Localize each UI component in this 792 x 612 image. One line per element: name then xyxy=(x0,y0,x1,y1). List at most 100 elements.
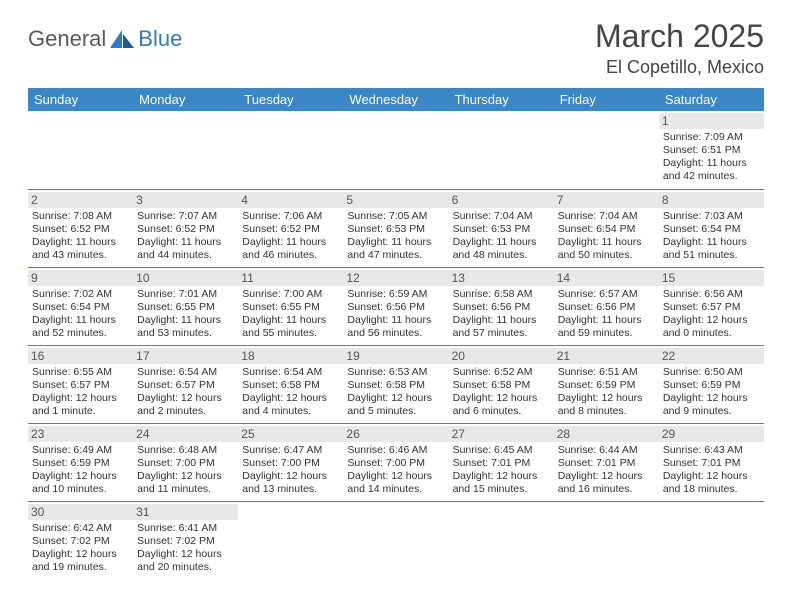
day-detail: Sunrise: 6:50 AMSunset: 6:59 PMDaylight:… xyxy=(663,366,760,419)
day-number: 22 xyxy=(659,348,764,364)
calendar-cell: 13 Sunrise: 6:58 AMSunset: 6:56 PMDayligh… xyxy=(449,267,554,345)
day-detail: Sunrise: 6:55 AMSunset: 6:57 PMDaylight:… xyxy=(32,366,129,419)
day-number: 17 xyxy=(133,348,238,364)
weekday-header: Thursday xyxy=(449,88,554,111)
day-number: 28 xyxy=(554,426,659,442)
calendar-cell: 3 Sunrise: 7:07 AMSunset: 6:52 PMDaylight… xyxy=(133,189,238,267)
calendar-cell: 4Sunrise: 7:06 AMSunset: 6:52 PMDaylight… xyxy=(238,189,343,267)
day-number: 26 xyxy=(343,426,448,442)
calendar-cell xyxy=(133,111,238,189)
calendar-cell: 27 Sunrise: 6:45 AMSunset: 7:01 PMDayligh… xyxy=(449,423,554,501)
day-detail: Sunrise: 6:49 AMSunset: 6:59 PMDaylight:… xyxy=(32,444,129,497)
day-detail: Sunrise: 7:09 AMSunset: 6:51 PMDaylight:… xyxy=(663,131,760,184)
calendar-cell: 25 Sunrise: 6:47 AMSunset: 7:00 PMDayligh… xyxy=(238,423,343,501)
calendar-cell: 23 Sunrise: 6:49 AMSunset: 6:59 PMDayligh… xyxy=(28,423,133,501)
calendar-cell: 7 Sunrise: 7:04 AMSunset: 6:54 PMDaylight… xyxy=(554,189,659,267)
header: General Blue March 2025 El Copetillo, Me… xyxy=(28,18,764,78)
day-number: 15 xyxy=(659,270,764,286)
calendar-cell xyxy=(238,111,343,189)
calendar-cell: 18Sunrise: 6:54 AMSunset: 6:58 PMDayligh… xyxy=(238,345,343,423)
logo-text-general: General xyxy=(28,26,106,52)
calendar-cell xyxy=(238,501,343,579)
day-number: 20 xyxy=(449,348,554,364)
calendar-cell xyxy=(659,501,764,579)
day-detail: Sunrise: 6:52 AMSunset: 6:58 PMDaylight:… xyxy=(453,366,550,419)
day-detail: Sunrise: 7:03 AMSunset: 6:54 PMDaylight:… xyxy=(663,210,760,263)
day-detail: Sunrise: 6:58 AMSunset: 6:56 PMDaylight:… xyxy=(453,288,550,341)
day-number: 23 xyxy=(28,426,133,442)
calendar-cell xyxy=(449,111,554,189)
weekday-header: Friday xyxy=(554,88,659,111)
day-detail: Sunrise: 7:04 AMSunset: 6:53 PMDaylight:… xyxy=(453,210,550,263)
day-detail: Sunrise: 7:02 AMSunset: 6:54 PMDaylight:… xyxy=(32,288,129,341)
day-detail: Sunrise: 7:00 AMSunset: 6:55 PMDaylight:… xyxy=(242,288,339,341)
weekday-header: Monday xyxy=(133,88,238,111)
day-detail: Sunrise: 7:04 AMSunset: 6:54 PMDaylight:… xyxy=(558,210,655,263)
calendar-cell xyxy=(343,501,448,579)
title-block: March 2025 El Copetillo, Mexico xyxy=(595,18,764,78)
calendar-cell xyxy=(28,111,133,189)
day-detail: Sunrise: 7:05 AMSunset: 6:53 PMDaylight:… xyxy=(347,210,444,263)
calendar-cell: 29 Sunrise: 6:43 AMSunset: 7:01 PMDayligh… xyxy=(659,423,764,501)
day-detail: Sunrise: 6:41 AMSunset: 7:02 PMDaylight:… xyxy=(137,522,234,575)
weekday-header: Saturday xyxy=(659,88,764,111)
day-detail: Sunrise: 6:46 AMSunset: 7:00 PMDaylight:… xyxy=(347,444,444,497)
day-detail: Sunrise: 6:43 AMSunset: 7:01 PMDaylight:… xyxy=(663,444,760,497)
day-number: 25 xyxy=(238,426,343,442)
calendar-cell: 28 Sunrise: 6:44 AMSunset: 7:01 PMDayligh… xyxy=(554,423,659,501)
calendar-cell: 14 Sunrise: 6:57 AMSunset: 6:56 PMDayligh… xyxy=(554,267,659,345)
calendar-head: SundayMondayTuesdayWednesdayThursdayFrid… xyxy=(28,88,764,111)
weekday-header: Tuesday xyxy=(238,88,343,111)
day-detail: Sunrise: 6:42 AMSunset: 7:02 PMDaylight:… xyxy=(32,522,129,575)
sail-icon xyxy=(108,28,136,50)
calendar-cell: 31 Sunrise: 6:41 AMSunset: 7:02 PMDayligh… xyxy=(133,501,238,579)
day-number: 3 xyxy=(133,192,238,208)
day-number: 13 xyxy=(449,270,554,286)
location: El Copetillo, Mexico xyxy=(595,57,764,78)
day-detail: Sunrise: 6:45 AMSunset: 7:01 PMDaylight:… xyxy=(453,444,550,497)
day-number: 27 xyxy=(449,426,554,442)
calendar-cell: 12 Sunrise: 6:59 AMSunset: 6:56 PMDayligh… xyxy=(343,267,448,345)
calendar-cell: 17 Sunrise: 6:54 AMSunset: 6:57 PMDayligh… xyxy=(133,345,238,423)
calendar-cell: 30Sunrise: 6:42 AMSunset: 7:02 PMDayligh… xyxy=(28,501,133,579)
day-detail: Sunrise: 6:54 AMSunset: 6:58 PMDaylight:… xyxy=(242,366,339,419)
day-number: 11 xyxy=(238,270,343,286)
day-number: 24 xyxy=(133,426,238,442)
day-detail: Sunrise: 6:54 AMSunset: 6:57 PMDaylight:… xyxy=(137,366,234,419)
calendar-cell: 9 Sunrise: 7:02 AMSunset: 6:54 PMDaylight… xyxy=(28,267,133,345)
calendar-cell: 21Sunrise: 6:51 AMSunset: 6:59 PMDayligh… xyxy=(554,345,659,423)
day-detail: Sunrise: 6:59 AMSunset: 6:56 PMDaylight:… xyxy=(347,288,444,341)
day-number: 31 xyxy=(133,504,238,520)
day-detail: Sunrise: 6:48 AMSunset: 7:00 PMDaylight:… xyxy=(137,444,234,497)
day-detail: Sunrise: 7:08 AMSunset: 6:52 PMDaylight:… xyxy=(32,210,129,263)
day-detail: Sunrise: 6:47 AMSunset: 7:00 PMDaylight:… xyxy=(242,444,339,497)
calendar-table: SundayMondayTuesdayWednesdayThursdayFrid… xyxy=(28,88,764,579)
day-number: 8 xyxy=(659,192,764,208)
day-number: 12 xyxy=(343,270,448,286)
day-number: 14 xyxy=(554,270,659,286)
calendar-cell xyxy=(449,501,554,579)
month-title: March 2025 xyxy=(595,18,764,55)
calendar-cell: 11 Sunrise: 7:00 AMSunset: 6:55 PMDayligh… xyxy=(238,267,343,345)
calendar-cell: 26 Sunrise: 6:46 AMSunset: 7:00 PMDayligh… xyxy=(343,423,448,501)
calendar-cell: 8 Sunrise: 7:03 AMSunset: 6:54 PMDaylight… xyxy=(659,189,764,267)
weekday-header: Sunday xyxy=(28,88,133,111)
day-number: 5 xyxy=(343,192,448,208)
day-number: 29 xyxy=(659,426,764,442)
calendar-cell xyxy=(343,111,448,189)
day-number: 9 xyxy=(28,270,133,286)
day-detail: Sunrise: 6:57 AMSunset: 6:56 PMDaylight:… xyxy=(558,288,655,341)
day-detail: Sunrise: 6:56 AMSunset: 6:57 PMDaylight:… xyxy=(663,288,760,341)
calendar-cell xyxy=(554,501,659,579)
calendar-cell: 19Sunrise: 6:53 AMSunset: 6:58 PMDayligh… xyxy=(343,345,448,423)
logo: General Blue xyxy=(28,26,182,52)
calendar-cell: 5 Sunrise: 7:05 AMSunset: 6:53 PMDaylight… xyxy=(343,189,448,267)
day-detail: Sunrise: 7:07 AMSunset: 6:52 PMDaylight:… xyxy=(137,210,234,263)
day-number: 7 xyxy=(554,192,659,208)
day-number: 2 xyxy=(28,192,133,208)
day-number: 21 xyxy=(554,348,659,364)
calendar-cell: 22 Sunrise: 6:50 AMSunset: 6:59 PMDayligh… xyxy=(659,345,764,423)
logo-text-blue: Blue xyxy=(138,26,182,52)
calendar-cell: 6Sunrise: 7:04 AMSunset: 6:53 PMDaylight… xyxy=(449,189,554,267)
day-detail: Sunrise: 6:44 AMSunset: 7:01 PMDaylight:… xyxy=(558,444,655,497)
